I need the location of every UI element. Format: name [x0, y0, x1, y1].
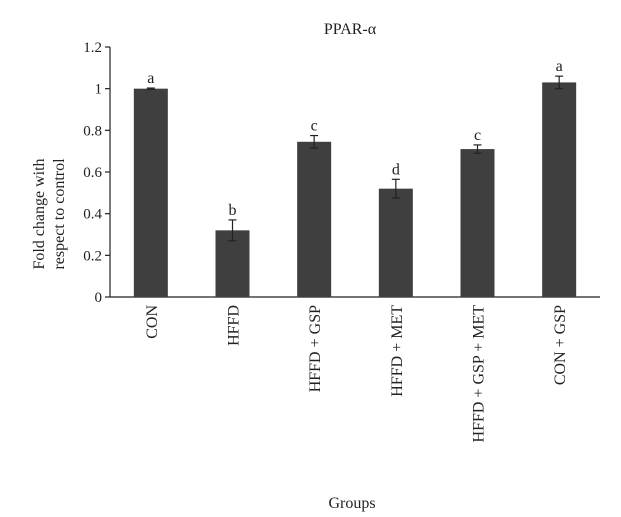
bar [215, 230, 250, 297]
y-axis-label-line-2: respect to control [51, 158, 68, 270]
significance-label: a [556, 58, 563, 75]
x-tick-label: HFFD + GSP [307, 305, 324, 392]
bar [542, 82, 577, 298]
y-tick-label: 0.4 [83, 207, 102, 223]
y-axis-label: Fold change with respect to control [31, 158, 68, 270]
y-tick-label: 1 [95, 82, 103, 98]
y-tick-label: 0.2 [83, 248, 102, 264]
y-tick-label: 0.6 [83, 165, 102, 181]
x-tick-label: CON [144, 305, 161, 339]
significance-label: b [229, 202, 237, 219]
y-tick-label: 0.8 [83, 123, 102, 139]
significance-label: c [474, 127, 481, 144]
y-tick-label: 1.2 [83, 40, 102, 56]
bar [378, 188, 413, 297]
y-tick-label: 0 [95, 290, 103, 306]
plot-area: 0 0.2 0.4 0.6 0.8 1 1.2 a CON b HFFD c HFFD + GSP d HF… [83, 40, 600, 442]
chart-title: PPAR-α [324, 21, 377, 38]
x-tick-label: HFFD + GSP + MET [471, 305, 488, 443]
significance-label: c [311, 118, 318, 135]
x-tick-label: HFFD + MET [389, 305, 406, 397]
x-tick-label: HFFD [226, 305, 243, 346]
significance-label: d [392, 161, 400, 178]
x-axis-label: Groups [328, 495, 375, 512]
y-axis-label-line-1: Fold change with [31, 158, 48, 269]
significance-label: a [147, 70, 154, 87]
bar [297, 141, 332, 297]
bar [460, 149, 495, 297]
x-tick-label: CON + GSP [552, 305, 569, 385]
bar [133, 88, 168, 298]
